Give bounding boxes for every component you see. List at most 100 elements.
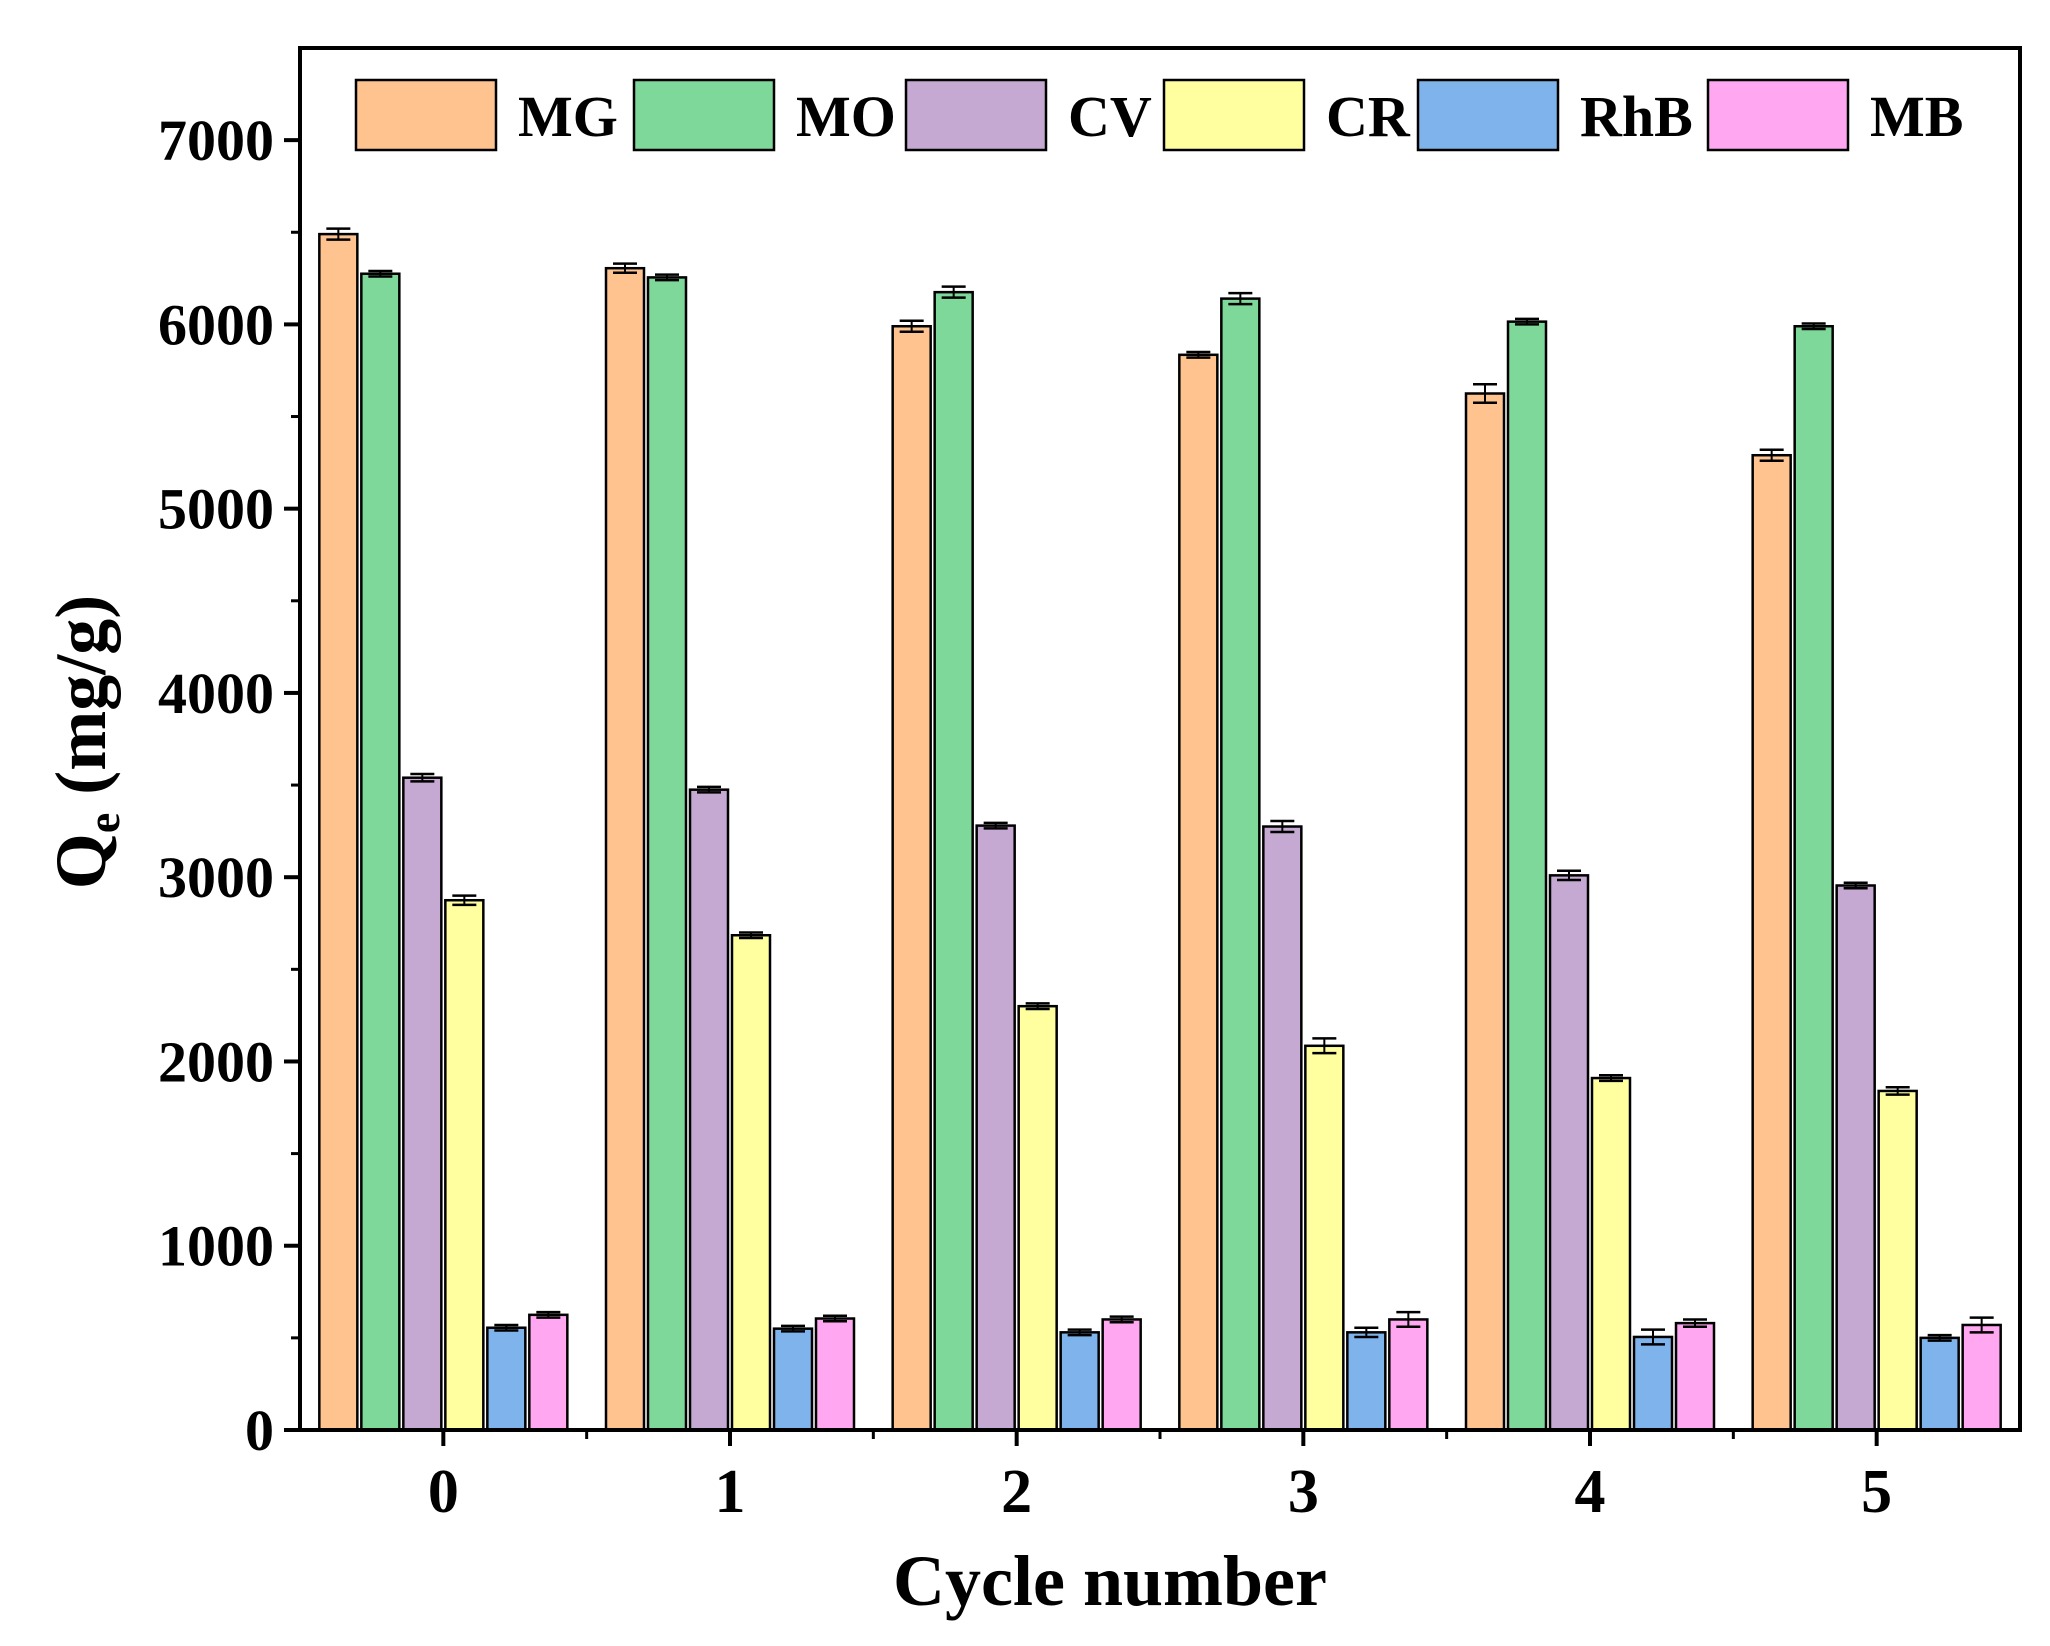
bar-MB-cycle-4 bbox=[1674, 1321, 1716, 1432]
error-bar-CV-cycle-0 bbox=[410, 772, 435, 783]
bar-MB-cycle-5 bbox=[1961, 1323, 2002, 1432]
error-bar-CV-cycle-4 bbox=[1557, 869, 1581, 882]
bar-MO-cycle-3 bbox=[1220, 297, 1261, 1432]
legend-label-MO: MO bbox=[796, 84, 896, 149]
legend-item-MG: MG bbox=[354, 78, 618, 152]
error-bar-MG-cycle-5 bbox=[1759, 448, 1784, 463]
legend-item-MO: MO bbox=[632, 78, 896, 152]
legend-swatch-MB bbox=[1706, 78, 1850, 152]
bar-CR-cycle-1 bbox=[730, 933, 772, 1432]
legend-item-RhB: RhB bbox=[1416, 78, 1693, 152]
bar-CV-cycle-4 bbox=[1548, 874, 1590, 1432]
bar-CV-cycle-3 bbox=[1262, 825, 1303, 1432]
error-bar-MB-cycle-4 bbox=[1683, 1318, 1707, 1329]
y-tick-label: 5000 bbox=[158, 477, 274, 542]
legend-item-CR: CR bbox=[1162, 78, 1411, 152]
legend-swatch-CR bbox=[1162, 78, 1306, 152]
legend-swatch-MG bbox=[354, 78, 498, 152]
bar-RhB-cycle-4 bbox=[1632, 1335, 1674, 1432]
error-bar-CV-cycle-5 bbox=[1843, 881, 1868, 890]
error-bar-MB-cycle-3 bbox=[1396, 1310, 1421, 1329]
legend-label-CR: CR bbox=[1326, 84, 1411, 149]
y-axis-title: Qe (mg/g) bbox=[41, 595, 129, 889]
bar-MO-cycle-5 bbox=[1793, 324, 1834, 1432]
bar-MG-cycle-2 bbox=[891, 324, 932, 1432]
error-bar-MG-cycle-2 bbox=[899, 319, 924, 334]
error-bar-MG-cycle-1 bbox=[613, 262, 637, 275]
error-bar-MO-cycle-3 bbox=[1228, 291, 1253, 306]
x-axis-title: Cycle number bbox=[893, 1541, 1327, 1621]
bar-CV-cycle-0 bbox=[402, 776, 443, 1432]
bar-MB-cycle-2 bbox=[1101, 1318, 1142, 1432]
y-axis-title-unit: (mg/g) bbox=[41, 595, 121, 813]
x-tick-label: 5 bbox=[1861, 1458, 1892, 1526]
bar-RhB-cycle-1 bbox=[772, 1327, 814, 1432]
legend-label-MB: MB bbox=[1870, 84, 1963, 149]
error-bar-CV-cycle-2 bbox=[983, 821, 1008, 830]
bar-CR-cycle-5 bbox=[1877, 1089, 1918, 1432]
bar-CV-cycle-2 bbox=[975, 824, 1016, 1432]
bar-MO-cycle-4 bbox=[1506, 320, 1548, 1432]
bar-RhB-cycle-0 bbox=[486, 1326, 527, 1432]
error-bar-MB-cycle-1 bbox=[823, 1314, 847, 1323]
y-tick-label: 3000 bbox=[158, 845, 274, 910]
error-bar-RhB-cycle-2 bbox=[1067, 1328, 1092, 1337]
y-tick-label: 6000 bbox=[158, 292, 274, 357]
legend-label-RhB: RhB bbox=[1580, 84, 1693, 149]
y-tick-label: 2000 bbox=[158, 1029, 274, 1094]
bar-MB-cycle-1 bbox=[814, 1317, 856, 1432]
error-bar-CR-cycle-0 bbox=[452, 894, 477, 907]
legend-swatch-RhB bbox=[1416, 78, 1560, 152]
bar-RhB-cycle-5 bbox=[1919, 1336, 1960, 1432]
bar-CR-cycle-2 bbox=[1017, 1004, 1058, 1432]
y-tick-label: 1000 bbox=[158, 1214, 274, 1279]
error-bar-MO-cycle-1 bbox=[655, 273, 679, 282]
legend-swatch-MO bbox=[632, 78, 776, 152]
y-tick-label: 4000 bbox=[158, 661, 274, 726]
error-bar-CV-cycle-1 bbox=[697, 785, 721, 794]
error-bar-MO-cycle-2 bbox=[941, 285, 966, 299]
error-bar-MO-cycle-5 bbox=[1801, 322, 1826, 331]
error-bar-CR-cycle-3 bbox=[1312, 1037, 1337, 1055]
error-bar-CR-cycle-1 bbox=[739, 931, 763, 940]
bar-CV-cycle-1 bbox=[688, 788, 730, 1432]
bar-RhB-cycle-2 bbox=[1059, 1331, 1100, 1432]
bars-layer bbox=[318, 232, 2002, 1432]
bar-CR-cycle-0 bbox=[444, 898, 485, 1432]
bar-MO-cycle-2 bbox=[933, 290, 974, 1432]
error-bar-CV-cycle-3 bbox=[1270, 819, 1295, 834]
error-bar-MG-cycle-0 bbox=[326, 227, 351, 241]
legend-label-MG: MG bbox=[518, 84, 618, 149]
error-bar-RhB-cycle-4 bbox=[1641, 1328, 1665, 1346]
y-tick-label: 7000 bbox=[158, 108, 274, 173]
x-tick-label: 1 bbox=[715, 1458, 746, 1526]
error-bar-MB-cycle-0 bbox=[536, 1310, 561, 1319]
bar-MG-cycle-1 bbox=[604, 266, 646, 1432]
error-bar-MO-cycle-4 bbox=[1515, 317, 1539, 326]
legend-label-CV: CV bbox=[1068, 84, 1152, 149]
axes-layer: 0 1000 2000 3000 4000 5000 6000 7000 0 1 2 3 4 5 bbox=[158, 46, 2022, 1526]
error-bar-MO-cycle-0 bbox=[368, 269, 393, 278]
bar-MG-cycle-5 bbox=[1751, 453, 1792, 1432]
bar-MG-cycle-0 bbox=[318, 232, 359, 1432]
bar-CR-cycle-4 bbox=[1590, 1076, 1632, 1432]
x-tick-label: 3 bbox=[1288, 1458, 1319, 1526]
error-bar-RhB-cycle-1 bbox=[781, 1324, 805, 1333]
bar-MO-cycle-0 bbox=[360, 272, 401, 1432]
error-bar-CR-cycle-5 bbox=[1885, 1086, 1910, 1096]
y-axis-title-subscript: e bbox=[78, 813, 129, 833]
bar-MO-cycle-1 bbox=[646, 276, 688, 1432]
legend-item-CV: CV bbox=[904, 78, 1152, 152]
y-axis-title-main: Q bbox=[41, 833, 121, 889]
x-tick-label: 0 bbox=[428, 1458, 459, 1526]
error-bar-CR-cycle-4 bbox=[1599, 1074, 1623, 1083]
error-bar-CR-cycle-2 bbox=[1025, 1002, 1050, 1011]
error-bars-layer bbox=[326, 227, 1994, 1346]
error-bar-MG-cycle-3 bbox=[1186, 350, 1211, 359]
legend-swatch-CV bbox=[904, 78, 1048, 152]
bar-CR-cycle-3 bbox=[1304, 1044, 1345, 1432]
bar-RhB-cycle-3 bbox=[1346, 1331, 1387, 1432]
error-bar-RhB-cycle-5 bbox=[1927, 1333, 1952, 1342]
y-tick-label: 0 bbox=[245, 1398, 274, 1463]
